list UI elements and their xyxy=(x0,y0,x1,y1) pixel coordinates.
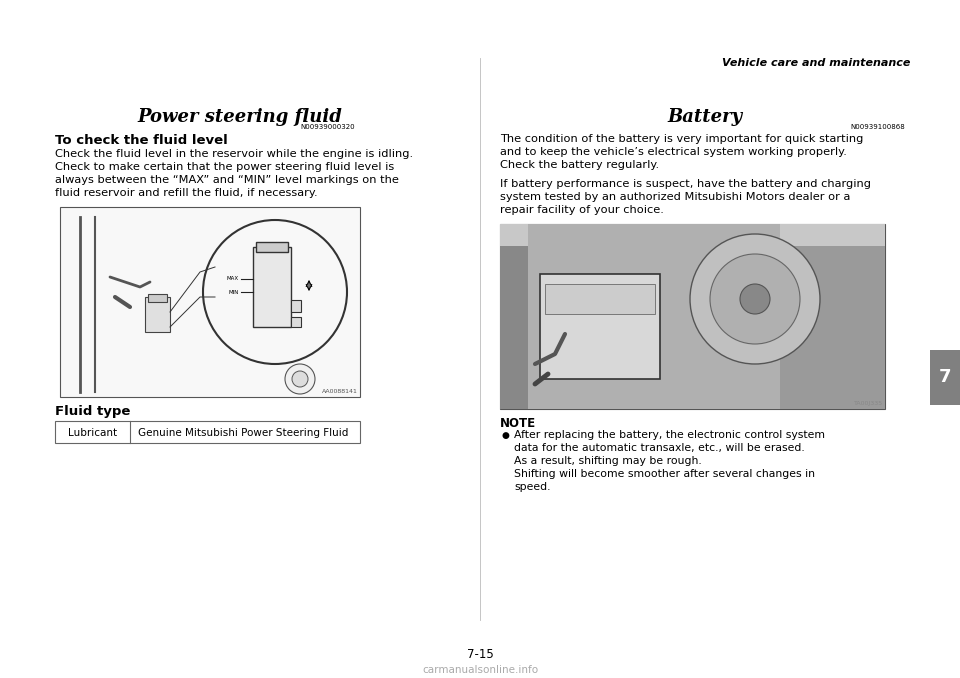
Text: TA00J335: TA00J335 xyxy=(853,401,883,406)
Bar xyxy=(291,317,301,327)
Text: Lubricant: Lubricant xyxy=(68,428,117,438)
Text: N00939100868: N00939100868 xyxy=(851,124,905,130)
Text: To check the fluid level: To check the fluid level xyxy=(55,134,228,147)
Text: always between the “MAX” and “MIN” level markings on the: always between the “MAX” and “MIN” level… xyxy=(55,175,398,185)
Bar xyxy=(528,224,780,409)
Bar xyxy=(930,350,960,405)
Text: Check to make certain that the power steering fluid level is: Check to make certain that the power ste… xyxy=(55,162,395,172)
Text: Power steering fluid: Power steering fluid xyxy=(137,108,343,126)
Text: system tested by an authorized Mitsubishi Motors dealer or a: system tested by an authorized Mitsubish… xyxy=(500,192,851,202)
Text: After replacing the battery, the electronic control system: After replacing the battery, the electro… xyxy=(514,430,825,440)
Text: NOTE: NOTE xyxy=(500,417,536,430)
Text: AA0088141: AA0088141 xyxy=(323,389,358,394)
Bar xyxy=(540,274,660,379)
Text: MIN: MIN xyxy=(228,290,239,294)
Circle shape xyxy=(292,371,308,387)
Bar xyxy=(256,242,288,252)
Text: If battery performance is suspect, have the battery and charging: If battery performance is suspect, have … xyxy=(500,179,871,189)
Text: MAX: MAX xyxy=(227,277,239,281)
Text: N00939000320: N00939000320 xyxy=(300,124,355,130)
Bar xyxy=(500,224,885,409)
Text: speed.: speed. xyxy=(514,482,550,492)
Text: 7-15: 7-15 xyxy=(467,648,493,661)
Bar xyxy=(545,284,655,314)
Circle shape xyxy=(690,234,820,364)
Bar xyxy=(145,297,170,332)
Text: As a result, shifting may be rough.: As a result, shifting may be rough. xyxy=(514,456,702,466)
Circle shape xyxy=(710,254,800,344)
Bar xyxy=(148,294,167,302)
Text: Check the battery regularly.: Check the battery regularly. xyxy=(500,160,660,170)
Circle shape xyxy=(740,284,770,314)
Bar xyxy=(780,224,885,409)
Bar xyxy=(500,224,885,246)
Circle shape xyxy=(285,364,315,394)
Text: 7: 7 xyxy=(939,369,951,386)
Bar xyxy=(291,300,301,312)
Text: Shifting will become smoother after several changes in: Shifting will become smoother after seve… xyxy=(514,469,815,479)
Bar xyxy=(60,207,360,397)
Text: Vehicle care and maintenance: Vehicle care and maintenance xyxy=(722,58,910,68)
Text: Genuine Mitsubishi Power Steering Fluid: Genuine Mitsubishi Power Steering Fluid xyxy=(138,428,348,438)
Bar xyxy=(500,224,528,409)
Bar xyxy=(253,247,291,327)
Text: fluid reservoir and refill the fluid, if necessary.: fluid reservoir and refill the fluid, if… xyxy=(55,188,318,198)
Text: carmanualsonline.info: carmanualsonline.info xyxy=(422,665,538,675)
Text: Fluid type: Fluid type xyxy=(55,405,131,418)
Text: The condition of the battery is very important for quick starting: The condition of the battery is very imp… xyxy=(500,134,863,144)
Text: repair facility of your choice.: repair facility of your choice. xyxy=(500,205,664,215)
Text: ●: ● xyxy=(502,431,510,440)
Bar xyxy=(55,421,360,443)
Text: Battery: Battery xyxy=(667,108,743,126)
Text: Check the fluid level in the reservoir while the engine is idling.: Check the fluid level in the reservoir w… xyxy=(55,149,413,159)
Text: data for the automatic transaxle, etc., will be erased.: data for the automatic transaxle, etc., … xyxy=(514,443,804,453)
Text: and to keep the vehicle’s electrical system working properly.: and to keep the vehicle’s electrical sys… xyxy=(500,147,847,157)
